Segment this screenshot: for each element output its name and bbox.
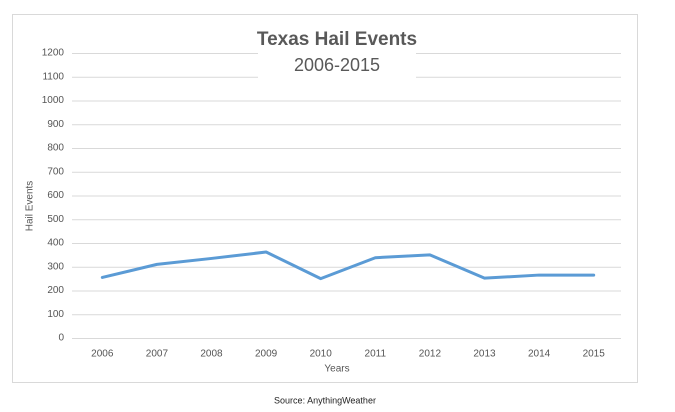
y-tick-label: 0 xyxy=(58,333,64,344)
title-backdrop xyxy=(258,26,416,82)
x-tick-label: 2006 xyxy=(91,349,114,360)
y-tick-label: 400 xyxy=(47,238,64,249)
y-tick-label: 1100 xyxy=(42,71,64,82)
chart-title: Texas Hail Events xyxy=(257,29,417,50)
y-tick-label: 300 xyxy=(47,261,64,272)
y-tick-label: 1200 xyxy=(42,48,65,59)
x-tick-label: 2015 xyxy=(583,349,606,360)
y-tick-label: 900 xyxy=(47,119,64,130)
y-tick-label: 800 xyxy=(47,143,64,154)
x-tick-label: 2008 xyxy=(200,349,223,360)
y-tick-label: 500 xyxy=(47,214,64,225)
chart-subtitle: 2006-2015 xyxy=(294,55,380,75)
x-tick-label: 2011 xyxy=(365,349,387,360)
x-tick-label: 2010 xyxy=(310,349,333,360)
y-tick-label: 700 xyxy=(47,166,64,177)
x-axis-label: Years xyxy=(324,364,349,375)
data-line xyxy=(100,250,596,281)
y-tick-label: 100 xyxy=(47,309,64,320)
source-note: Source: AnythingWeather xyxy=(274,395,376,405)
x-tick-label: 2012 xyxy=(419,349,442,360)
x-tick-label: 2013 xyxy=(473,349,496,360)
x-tick-label: 2014 xyxy=(528,349,551,360)
y-tick-label: 600 xyxy=(47,190,64,201)
grid xyxy=(72,53,621,339)
x-tick-label: 2007 xyxy=(146,349,169,360)
y-tick-label: 1000 xyxy=(42,95,65,106)
y-tick-label: 200 xyxy=(47,285,64,296)
y-axis-label: Hail Events xyxy=(25,181,36,232)
x-tick-label: 2009 xyxy=(255,349,278,360)
